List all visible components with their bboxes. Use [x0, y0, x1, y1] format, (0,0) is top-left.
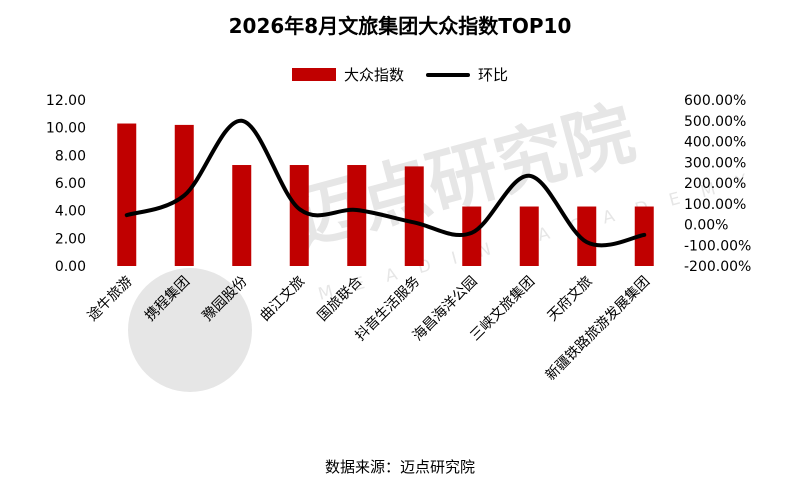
right-axis-tick-label: 600.00% [684, 93, 746, 109]
watermark: 迈点研究院 MEADIN ACADEMY [128, 92, 770, 392]
right-axis: -200.00% -100.00% 0.00% 100.00% 200.00% 300.0… [684, 93, 751, 275]
chart-legend: 大众指数 环比 [0, 64, 800, 85]
left-axis-tick-label: 2.00 [55, 231, 86, 247]
line-series [124, 118, 647, 248]
watermark-logo-icon [128, 268, 252, 392]
bar [404, 166, 424, 266]
left-axis-tick-label: 6.00 [55, 176, 86, 192]
chart-title: 2026年8月文旅集团大众指数TOP10 [228, 14, 572, 38]
legend-line-swatch [426, 72, 470, 77]
x-axis-category-label: 曲江文旅 [257, 274, 308, 325]
left-axis-tick-label: 10.00 [46, 121, 86, 137]
bar [117, 123, 137, 267]
right-axis-tick-label: 100.00% [684, 197, 746, 213]
right-axis-tick-label: 300.00% [684, 155, 746, 171]
left-axis-tick-label: 0.00 [55, 259, 86, 275]
legend-item-bar: 大众指数 [291, 64, 404, 85]
legend-bar-label: 大众指数 [343, 66, 404, 84]
legend-bar-swatch [291, 68, 336, 81]
x-axis-category-label: 途牛旅游 [84, 273, 136, 325]
right-axis-tick-label: -100.00% [684, 238, 751, 254]
left-axis: 0.00 2.00 4.00 6.00 8.00 10.00 12.00 [46, 93, 86, 275]
legend-line-label: 环比 [478, 66, 509, 84]
bar [462, 206, 482, 266]
left-axis-tick-label: 12.00 [46, 93, 86, 109]
bar [519, 206, 539, 266]
bar [232, 165, 252, 266]
right-axis-tick-label: -200.00% [684, 259, 751, 275]
x-axis-category-label: 新疆铁路旅游发展集团 [542, 273, 653, 384]
right-axis-tick-label: 200.00% [684, 176, 746, 192]
bar-series [117, 123, 654, 267]
right-axis-tick-label: 500.00% [684, 114, 746, 130]
left-axis-tick-label: 8.00 [55, 148, 86, 164]
line-path [124, 118, 647, 248]
bar [577, 206, 597, 266]
bar [289, 165, 309, 266]
right-axis-tick-label: 400.00% [684, 135, 746, 151]
left-axis-tick-label: 4.00 [55, 204, 86, 220]
right-axis-tick-label: 0.00% [684, 218, 728, 234]
bar [347, 165, 367, 266]
source-note: 数据来源：迈点研究院 [324, 458, 475, 476]
legend-item-line: 环比 [426, 64, 508, 85]
x-axis-category-label: 天府文旅 [545, 274, 596, 325]
